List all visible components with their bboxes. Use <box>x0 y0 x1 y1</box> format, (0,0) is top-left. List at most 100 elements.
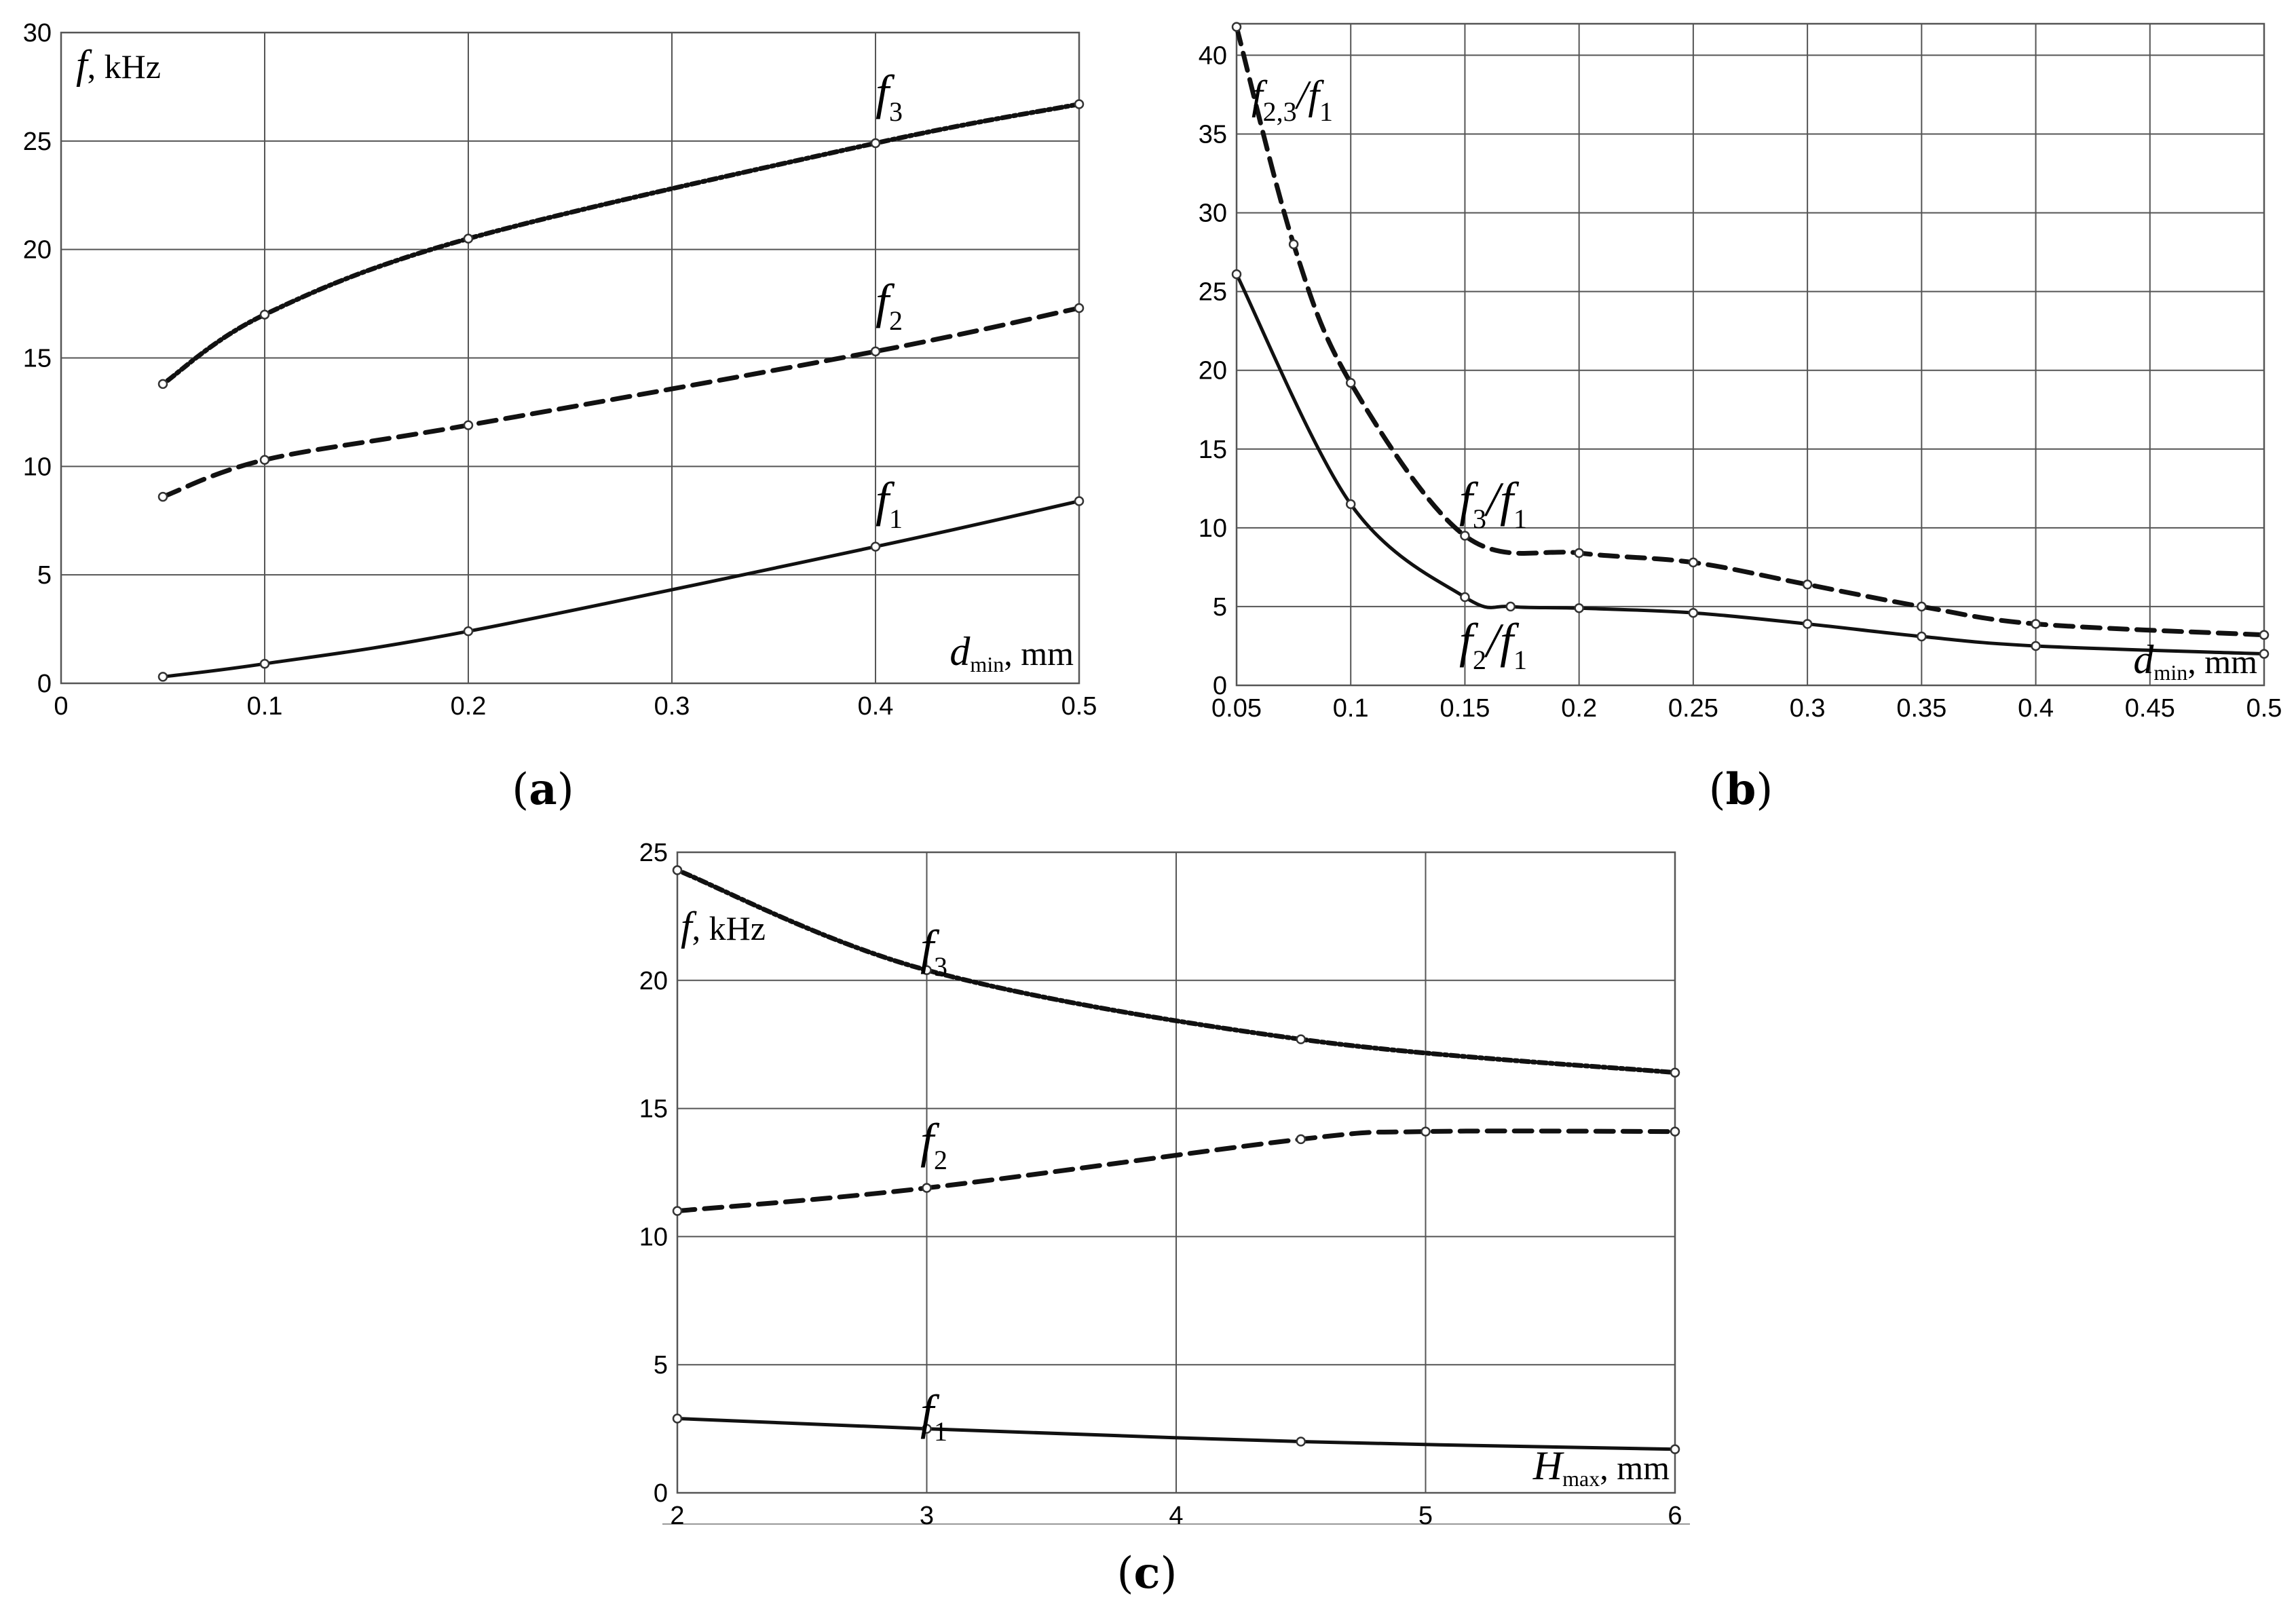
series-label-f3: f3 <box>876 65 903 127</box>
x-tick-label: 0.45 <box>2125 694 2175 723</box>
x-axis-symbol: H <box>1532 1443 1565 1488</box>
data-point-f3-over-f1 <box>1460 531 1470 541</box>
data-point-f2-over-f1 <box>1505 601 1516 612</box>
data-point-f3 <box>1074 99 1085 109</box>
series-subscript: 2 <box>889 305 903 336</box>
data-point-f2-over-f1 <box>1345 499 1356 510</box>
data-point-f3 <box>259 309 270 320</box>
y-axis-label: f, kHz <box>76 42 161 87</box>
plot-frame <box>1235 22 2265 687</box>
y-tick-label: 30 <box>1199 199 1227 228</box>
panel-b: 0.05 0.1 0.15 0.2 0.25 0.3 0.35 0.4 0.45 0.5 0 5 10 1… <box>1199 22 2282 815</box>
data-point-f2 <box>259 455 270 465</box>
series-subscript: 1 <box>934 1416 947 1447</box>
series-subscript: 2 <box>1473 645 1486 675</box>
data-point-f3 <box>672 865 683 875</box>
data-point-f3-over-f1 <box>1917 601 1927 612</box>
y-tick-label: 30 <box>23 19 52 47</box>
panel-label: (b) <box>1709 764 1773 815</box>
y-axis-subscript: 1 <box>1319 96 1333 127</box>
data-point-f2 <box>922 1183 932 1193</box>
series-subscript: 3 <box>1473 503 1486 534</box>
series-subscript: 1 <box>1513 645 1527 675</box>
y-tick-label: 15 <box>639 1095 668 1124</box>
series-line-f3-over-f1 <box>1234 24 2267 638</box>
x-axis-subscript: min <box>970 652 1004 677</box>
series-label-f2-over-f1: f2/f1 <box>1459 613 1527 675</box>
series-line-f1 <box>161 499 1081 679</box>
panel-paren: ) <box>1756 765 1773 815</box>
panel-paren: ( <box>1117 1548 1134 1599</box>
series-label-f2: f2 <box>920 1114 947 1175</box>
y-axis-unit: , kHz <box>88 47 161 85</box>
data-point-f3 <box>157 379 168 389</box>
y-tick-label: 5 <box>654 1351 668 1380</box>
x-tick-label: 0.3 <box>1790 694 1826 723</box>
y-tick-label: 35 <box>1199 121 1227 149</box>
y-tick-label: 0 <box>1213 672 1227 700</box>
panel-letter: a <box>529 764 557 815</box>
series-label-f3-over-f1: f3/f1 <box>1459 472 1527 534</box>
y-tick-label: 25 <box>1199 278 1227 307</box>
series-line-f1 <box>675 1417 1677 1451</box>
x-tick-label: 0.2 <box>1561 694 1597 723</box>
x-tick-label: 0.1 <box>247 692 283 721</box>
x-tick-label: 0.1 <box>1333 694 1369 723</box>
y-tick-label: 0 <box>654 1479 668 1508</box>
data-point-f2 <box>1670 1126 1680 1137</box>
panel-label: (a) <box>512 764 573 815</box>
data-point-f2-over-f1 <box>1231 269 1242 280</box>
series-line-f2 <box>160 305 1082 499</box>
panel-paren: ) <box>1160 1548 1177 1599</box>
data-point-f2 <box>1296 1134 1306 1145</box>
series-subscript: 1 <box>889 503 903 534</box>
series-subscript: 2 <box>934 1145 947 1175</box>
x-axis-label: dmin, mm <box>949 629 1074 677</box>
series-label-f1: f1 <box>920 1385 947 1447</box>
x-axis-unit: , mm <box>1600 1449 1670 1487</box>
x-tick-label: 0.5 <box>1061 692 1097 721</box>
panel-label: (c) <box>1117 1548 1178 1599</box>
y-tick-label: 15 <box>1199 436 1227 464</box>
x-tick-label: 2 <box>670 1502 684 1530</box>
x-axis-unit: , mm <box>1004 634 1074 672</box>
series-label-f1: f1 <box>876 472 903 534</box>
data-point-f1 <box>259 658 270 669</box>
data-point-f3 <box>870 138 881 149</box>
data-point-f2 <box>463 420 474 430</box>
data-point-f3-over-f1 <box>2259 630 2270 640</box>
series-label-f3: f3 <box>920 920 947 982</box>
data-point-f2 <box>1074 303 1085 313</box>
panel-paren: ) <box>557 765 574 815</box>
x-tick-label: 0.2 <box>451 692 487 721</box>
x-tick-label: 0.15 <box>1439 694 1490 723</box>
data-point-f2-over-f1 <box>2259 649 2270 659</box>
panel-c: 2 3 4 5 6 0 5 10 15 20 25 f1 f2 f3 f, kHz Hmax, mm (c) <box>639 839 1690 1599</box>
data-point-f3-over-f1 <box>1688 557 1699 568</box>
data-point-f3 <box>1670 1067 1680 1078</box>
x-tick-label: 6 <box>1668 1502 1682 1530</box>
data-point-f3-over-f1 <box>1345 378 1356 388</box>
data-point-f2-over-f1 <box>1802 619 1813 629</box>
x-tick-label: 0.4 <box>858 692 894 721</box>
y-tick-label: 15 <box>23 345 52 373</box>
y-tick-label: 5 <box>1213 593 1227 622</box>
x-tick-label: 0.5 <box>2246 694 2282 723</box>
y-axis-subscript: 2,3 <box>1263 96 1297 127</box>
data-point-f1 <box>922 1424 932 1434</box>
data-point-f3-over-f1 <box>1574 548 1584 558</box>
data-point-f3-over-f1 <box>1288 239 1299 250</box>
x-axis-label: dmin, mm <box>2133 637 2257 685</box>
series-subscript: 3 <box>889 96 903 127</box>
data-point-f2-over-f1 <box>1574 603 1584 613</box>
series-line-f3 <box>675 867 1678 1076</box>
data-point-f3 <box>922 965 932 975</box>
series-line-f2-over-f1 <box>1235 272 2266 656</box>
data-point-f2-over-f1 <box>1460 592 1470 603</box>
x-tick-label: 4 <box>1169 1502 1183 1530</box>
data-point-f1 <box>870 541 881 552</box>
panel-paren: ( <box>1709 765 1726 815</box>
x-tick-label: 0.3 <box>654 692 690 721</box>
panel-letter: b <box>1726 764 1756 815</box>
series-line-f3 <box>160 102 1082 387</box>
